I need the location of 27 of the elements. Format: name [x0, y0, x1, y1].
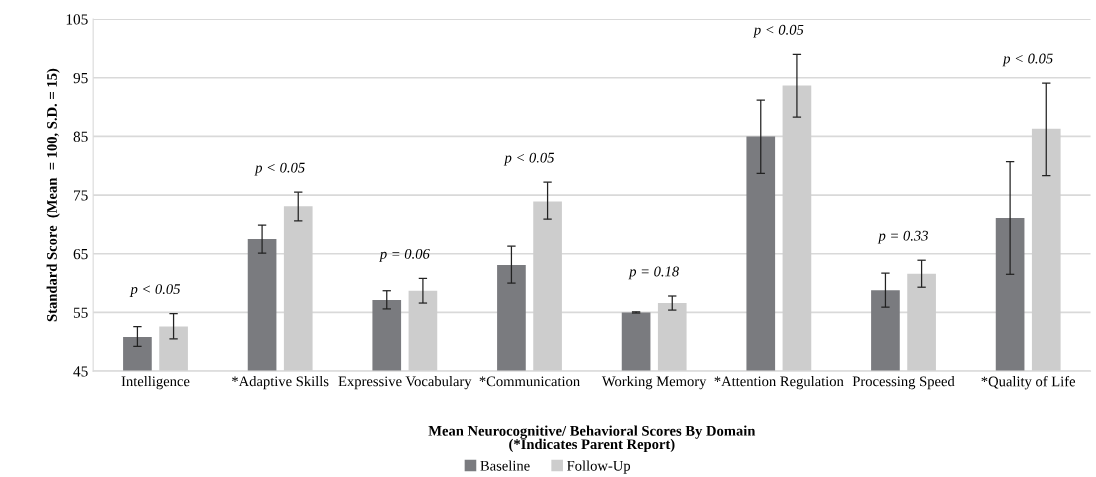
- annotation: p < 0.05: [254, 162, 305, 176]
- annotation: p < 0.05: [503, 152, 555, 166]
- legend-label: Follow-Up: [567, 460, 631, 474]
- annotation: p = 0.33: [877, 230, 928, 244]
- x-tick-label: Working Memory: [601, 375, 707, 390]
- annotation: p < 0.05: [753, 24, 804, 38]
- y-tick-label: 95: [73, 72, 88, 84]
- y-tick-label: 65: [73, 248, 88, 260]
- y-tick-label: 55: [73, 307, 88, 318]
- x-tick-label: *Adaptive Skills: [232, 375, 329, 390]
- annotation: p < 0.05: [129, 284, 181, 297]
- y-tick-label: 105: [66, 14, 88, 25]
- legend-label: Baseline: [480, 460, 530, 471]
- y-tick-label: 45: [73, 366, 88, 377]
- annotation: p < 0.05: [1002, 53, 1053, 67]
- y-tick-label: 75: [74, 190, 88, 201]
- y-axis-title: Standard Score (Mean = 100, S.D. = 15): [46, 68, 60, 322]
- x-tick-label: Processing Speed: [852, 375, 955, 390]
- x-tick-label: Expressive Vocabulary: [338, 375, 472, 390]
- x-axis-title: Mean Neurocognitive/ Behavioral Scores By Domain (*Indicates Parent Report): [428, 425, 756, 453]
- y-tick-label: 85: [73, 131, 88, 142]
- annotation: p = 0.18: [628, 266, 679, 280]
- x-tick-label: *Quality of Life: [981, 375, 1076, 390]
- x-tick-label: Intelligence: [121, 375, 190, 390]
- annotation: p = 0.06: [379, 248, 430, 262]
- x-tick-label: *Attention Regulation: [714, 375, 844, 390]
- x-tick-label: *Communication: [479, 376, 580, 387]
